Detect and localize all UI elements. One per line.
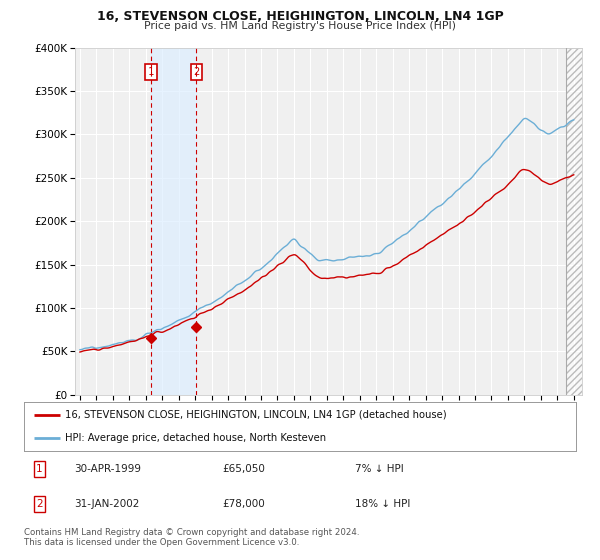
Text: 1: 1 [36,464,43,474]
Text: 7% ↓ HPI: 7% ↓ HPI [355,464,404,474]
Text: Price paid vs. HM Land Registry's House Price Index (HPI): Price paid vs. HM Land Registry's House … [144,21,456,31]
Text: HPI: Average price, detached house, North Kesteven: HPI: Average price, detached house, Nort… [65,433,326,444]
Text: 16, STEVENSON CLOSE, HEIGHINGTON, LINCOLN, LN4 1GP (detached house): 16, STEVENSON CLOSE, HEIGHINGTON, LINCOL… [65,410,447,420]
Text: 31-JAN-2002: 31-JAN-2002 [74,499,139,509]
Text: Contains HM Land Registry data © Crown copyright and database right 2024.
This d: Contains HM Land Registry data © Crown c… [24,528,359,547]
Text: £65,050: £65,050 [223,464,266,474]
Text: 18% ↓ HPI: 18% ↓ HPI [355,499,410,509]
Text: 16, STEVENSON CLOSE, HEIGHINGTON, LINCOLN, LN4 1GP: 16, STEVENSON CLOSE, HEIGHINGTON, LINCOL… [97,10,503,23]
Bar [151,48,196,395]
Text: 30-APR-1999: 30-APR-1999 [74,464,140,474]
Text: 2: 2 [36,499,43,509]
Text: 1: 1 [148,67,154,77]
Text: £78,000: £78,000 [223,499,265,509]
Text: 2: 2 [193,67,200,77]
